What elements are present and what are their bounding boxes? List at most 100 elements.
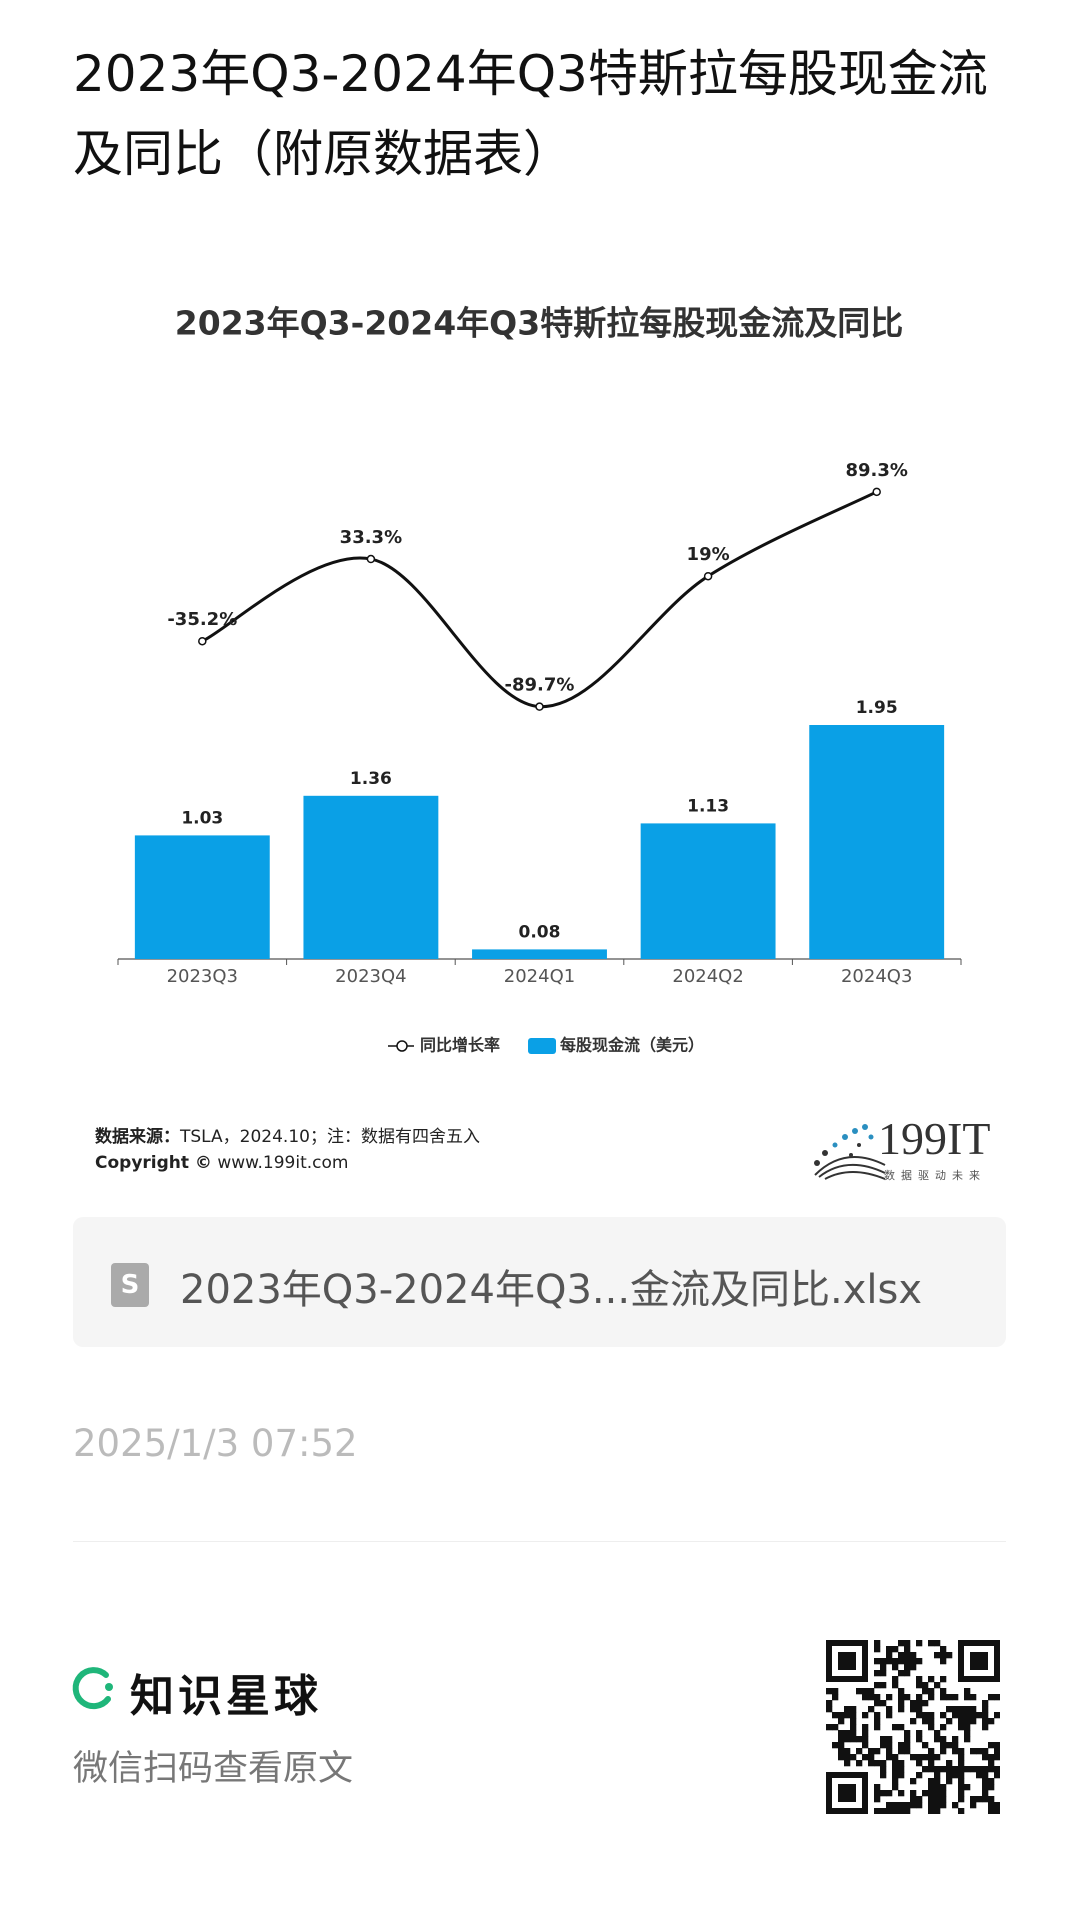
qr-module: [928, 1766, 935, 1773]
qr-module: [988, 1778, 995, 1785]
qr-module: [886, 1802, 893, 1809]
qr-module: [874, 1724, 881, 1731]
legend-marker: [396, 1040, 408, 1052]
qr-module: [946, 1706, 953, 1713]
qr-module: [958, 1706, 965, 1713]
qr-module: [862, 1730, 869, 1737]
qr-module: [988, 1754, 995, 1761]
qr-module: [982, 1790, 989, 1797]
qr-module: [898, 1766, 905, 1773]
qr-module: [946, 1652, 953, 1659]
qr-module: [958, 1718, 965, 1725]
qr-module: [970, 1718, 977, 1725]
qr-module: [922, 1742, 929, 1749]
qr-module: [946, 1778, 953, 1785]
qr-module: [988, 1808, 995, 1814]
qr-module: [940, 1694, 947, 1701]
qr-module: [940, 1796, 947, 1803]
qr-module: [916, 1658, 923, 1665]
line-value-label: 33.3%: [340, 527, 402, 548]
qr-module: [916, 1712, 923, 1719]
qr-code[interactable]: [826, 1640, 1000, 1814]
qr-module: [940, 1790, 947, 1797]
qr-module: [952, 1802, 959, 1809]
qr-module: [916, 1754, 923, 1761]
qr-module: [928, 1712, 935, 1719]
qr-module: [928, 1796, 935, 1803]
qr-module: [910, 1796, 917, 1803]
qr-module: [994, 1808, 1000, 1814]
qr-module: [844, 1760, 851, 1767]
qr-module: [868, 1748, 875, 1755]
qr-module: [994, 1694, 1000, 1701]
qr-module: [904, 1652, 911, 1659]
qr-module: [964, 1718, 971, 1725]
bar: [303, 795, 439, 959]
qr-module: [940, 1748, 947, 1755]
qr-module: [832, 1694, 839, 1701]
qr-module: [928, 1778, 935, 1785]
qr-module: [904, 1664, 911, 1671]
qr-module: [880, 1790, 887, 1797]
qr-module: [898, 1772, 905, 1779]
qr-module: [898, 1640, 905, 1647]
qr-module: [952, 1742, 959, 1749]
qr-module: [934, 1682, 941, 1689]
qr-module: [880, 1808, 887, 1814]
qr-module: [910, 1802, 917, 1809]
qr-module: [904, 1742, 911, 1749]
qr-module: [994, 1742, 1000, 1749]
qr-module: [880, 1670, 887, 1677]
qr-module: [964, 1688, 971, 1695]
qr-module: [940, 1712, 947, 1719]
qr-module: [946, 1760, 953, 1767]
qr-module: [940, 1646, 947, 1653]
qr-module: [946, 1766, 953, 1773]
qr-module: [976, 1748, 983, 1755]
qr-module: [964, 1766, 971, 1773]
qr-module: [880, 1658, 887, 1665]
qr-module: [916, 1676, 923, 1683]
qr-module: [982, 1718, 989, 1725]
qr-module: [880, 1760, 887, 1767]
bar-value-label: 1.36: [350, 769, 392, 789]
qr-module: [826, 1724, 833, 1731]
qr-module: [892, 1766, 899, 1773]
qr-module: [964, 1706, 971, 1713]
qr-module: [982, 1778, 989, 1785]
qr-module: [940, 1766, 947, 1773]
qr-module: [862, 1712, 869, 1719]
qr-module: [952, 1712, 959, 1719]
qr-module: [952, 1706, 959, 1713]
qr-module: [934, 1772, 941, 1779]
qr-module: [994, 1766, 1000, 1773]
attachment-card[interactable]: S 2023年Q3-2024年Q3...金流及同比.xlsx: [73, 1217, 1006, 1347]
qr-finder: [970, 1652, 988, 1670]
qr-module: [940, 1652, 947, 1659]
qr-module: [958, 1748, 965, 1755]
bar-value-label: 1.03: [181, 808, 223, 828]
qr-module: [874, 1748, 881, 1755]
qr-module: [916, 1736, 923, 1743]
qr-module: [898, 1760, 905, 1767]
qr-module: [994, 1802, 1000, 1809]
qr-module: [868, 1694, 875, 1701]
logo-name: 199IT: [878, 1113, 991, 1164]
source-note: 数据来源：TSLA，2024.10；注：数据有四舍五入: [95, 1122, 480, 1147]
qr-module: [958, 1790, 965, 1797]
qr-module: [952, 1772, 959, 1779]
qr-module: [898, 1658, 905, 1665]
qr-module: [958, 1724, 965, 1731]
qr-module: [970, 1706, 977, 1713]
qr-module: [916, 1772, 923, 1779]
line-marker: [366, 554, 376, 564]
qr-module: [952, 1694, 959, 1701]
qr-module: [922, 1754, 929, 1761]
qr-module: [898, 1802, 905, 1809]
qr-module: [838, 1754, 845, 1761]
qr-module: [838, 1718, 845, 1725]
qr-module: [910, 1700, 917, 1707]
qr-module: [880, 1682, 887, 1689]
qr-module: [922, 1790, 929, 1797]
qr-module: [922, 1718, 929, 1725]
